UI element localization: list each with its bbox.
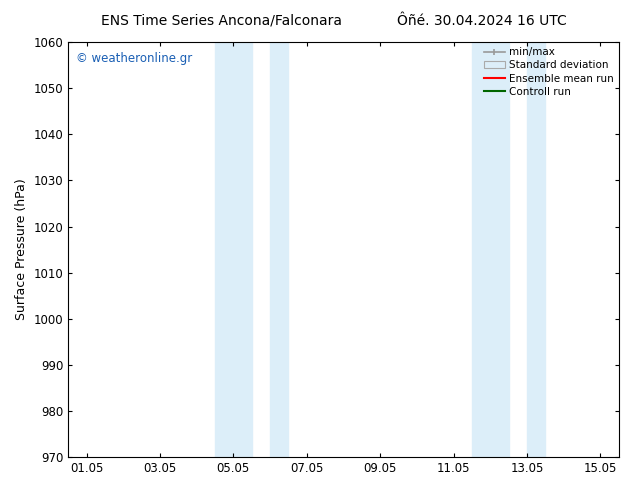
Bar	[270, 42, 288, 457]
Bar	[215, 42, 252, 457]
Y-axis label: Surface Pressure (hPa): Surface Pressure (hPa)	[15, 179, 28, 320]
Bar	[527, 42, 545, 457]
Text: ENS Time Series Ancona/Falconara: ENS Time Series Ancona/Falconara	[101, 14, 342, 28]
Bar	[472, 42, 508, 457]
Text: Ôñé. 30.04.2024 16 UTC: Ôñé. 30.04.2024 16 UTC	[397, 14, 567, 28]
Text: © weatheronline.gr: © weatheronline.gr	[77, 52, 193, 66]
Legend: min/max, Standard deviation, Ensemble mean run, Controll run: min/max, Standard deviation, Ensemble me…	[484, 47, 614, 97]
